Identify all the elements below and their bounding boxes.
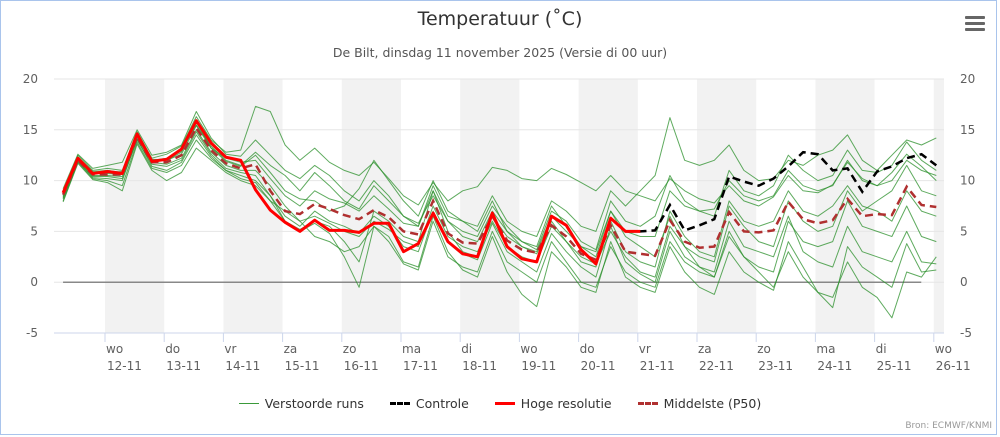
y-tick-label-left: 15 [23, 123, 38, 137]
day-band [933, 79, 944, 333]
x-tick-date: 12-11 [107, 359, 142, 373]
ensemble-member-line [62, 105, 937, 207]
x-tick-date: 17-11 [403, 359, 438, 373]
hamburger-icon[interactable] [965, 16, 985, 32]
x-tick-day: za [698, 342, 712, 356]
legend-label: Middelste (P50) [663, 396, 762, 411]
legend-swatch-controle [389, 402, 410, 405]
ensemble-member-line [62, 129, 937, 268]
legend-label: Verstoorde runs [264, 396, 364, 411]
y-tick-label-right: 15 [960, 123, 975, 137]
x-tick-day: wo [106, 342, 123, 356]
x-tick-day: do [165, 342, 180, 356]
legend-item-hoge-resolutie[interactable]: Hoge resolutie [494, 396, 612, 411]
y-tick-label-left: -5 [26, 326, 38, 340]
day-band [105, 79, 165, 333]
x-tick-date: 24-11 [817, 359, 852, 373]
ensemble-member-line [62, 139, 937, 309]
y-tick-label-right: 10 [960, 174, 975, 188]
x-tick-date: 16-11 [344, 359, 379, 373]
y-tick-label-left: 0 [30, 275, 38, 289]
legend-swatch-hoge-resolutie [494, 402, 515, 405]
x-tick-date: 19-11 [521, 359, 556, 373]
y-tick-label-left: 5 [30, 224, 38, 238]
x-tick-day: za [284, 342, 298, 356]
chart-title: Temperatuur (˚C) [417, 8, 583, 30]
y-tick-label-right: -5 [960, 326, 972, 340]
x-tick-day: do [580, 342, 595, 356]
ensemble-member-line [62, 131, 937, 283]
day-band [341, 79, 401, 333]
y-tick-label-right: 20 [960, 72, 975, 86]
controle-line [625, 150, 938, 233]
x-tick-date: 26-11 [936, 359, 971, 373]
x-tick-date: 25-11 [877, 359, 912, 373]
source-credit: Bron: ECMWF/KNMI [905, 421, 992, 431]
y-tick-label-left: 20 [23, 72, 38, 86]
x-tick-day: zo [343, 342, 357, 356]
day-band [697, 79, 757, 333]
x-tick-date: 14-11 [225, 359, 260, 373]
day-band [578, 79, 638, 333]
x-tick-date: 13-11 [166, 359, 201, 373]
x-tick-day: zo [757, 342, 771, 356]
y-tick-label-right: 5 [960, 224, 968, 238]
y-tick-label-left: 10 [23, 174, 38, 188]
x-tick-date: 23-11 [758, 359, 793, 373]
x-tick-day: di [461, 342, 472, 356]
x-tick-day: vr [639, 342, 651, 356]
x-tick-date: 20-11 [581, 359, 616, 373]
legend-item-p50[interactable]: Middelste (P50) [637, 396, 762, 411]
x-tick-day: ma [402, 342, 421, 356]
legend-swatch-p50 [637, 402, 658, 405]
x-tick-day: ma [816, 342, 835, 356]
x-tick-day: wo [520, 342, 537, 356]
x-tick-day: di [876, 342, 887, 356]
legend-swatch-ensemble [238, 403, 259, 404]
chart-subtitle: De Bilt, dinsdag 11 november 2025 (Versi… [332, 45, 668, 60]
x-tick-date: 21-11 [640, 359, 675, 373]
legend-item-ensemble[interactable]: Verstoorde runs [238, 396, 364, 411]
legend-label: Controle [415, 396, 469, 411]
y-tick-label-right: 0 [960, 275, 968, 289]
x-tick-date: 15-11 [285, 359, 320, 373]
ensemble-member-line [62, 143, 937, 288]
legend-label: Hoge resolutie [520, 396, 612, 411]
x-tick-date: 22-11 [699, 359, 734, 373]
x-tick-day: wo [935, 342, 952, 356]
x-tick-date: 18-11 [462, 359, 497, 373]
day-band [815, 79, 875, 333]
day-band [223, 79, 283, 333]
hoge-resolutie-line [61, 119, 641, 266]
x-tick-day: vr [224, 342, 236, 356]
legend-item-controle[interactable]: Controle [389, 396, 469, 411]
legend: Verstoorde runs Controle Hoge resolutie … [0, 396, 1000, 411]
